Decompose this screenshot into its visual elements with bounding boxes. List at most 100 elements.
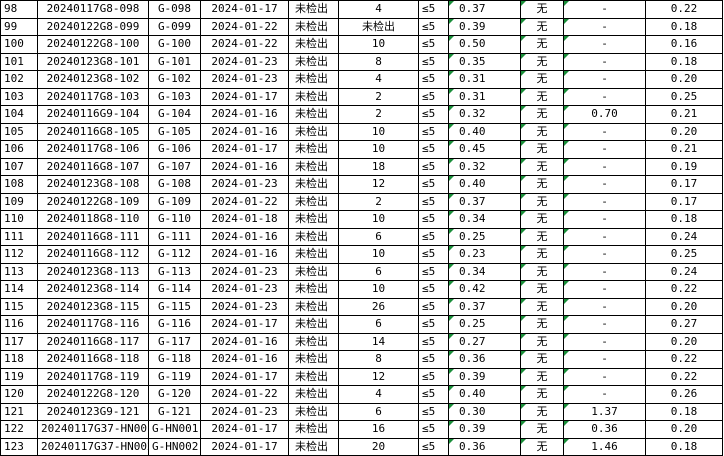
sample-id[interactable]: 20240122G8-100 (37, 35, 149, 54)
extra-measure[interactable]: - (563, 17, 646, 36)
sample-code[interactable]: G-104 (148, 105, 201, 124)
presence[interactable]: 无 (520, 122, 564, 141)
extra-measure[interactable]: - (563, 0, 646, 19)
measure[interactable]: 0.23 (448, 245, 521, 264)
date[interactable]: 2024-01-16 (200, 245, 289, 264)
date[interactable]: 2024-01-23 (200, 262, 289, 281)
result[interactable]: 未检出 (288, 70, 339, 89)
row-number[interactable]: 108 (0, 175, 38, 194)
limit[interactable]: ≤5 (418, 70, 449, 89)
limit[interactable]: ≤5 (418, 157, 449, 176)
count[interactable]: 10 (338, 280, 419, 299)
sample-code[interactable]: G-108 (148, 175, 201, 194)
sample-id[interactable]: 20240123G8-115 (37, 297, 149, 316)
row-number[interactable]: 114 (0, 280, 38, 299)
sample-id[interactable]: 20240123G8-114 (37, 280, 149, 299)
measure[interactable]: 0.37 (448, 0, 521, 19)
result[interactable]: 未检出 (288, 367, 339, 386)
row-number[interactable]: 104 (0, 105, 38, 124)
sample-code[interactable]: G-121 (148, 402, 201, 421)
limit[interactable]: ≤5 (418, 122, 449, 141)
sample-code[interactable]: G-HN001 (148, 420, 201, 439)
row-number[interactable]: 100 (0, 35, 38, 54)
limit[interactable]: ≤5 (418, 385, 449, 404)
count[interactable]: 未检出 (338, 17, 419, 36)
sample-code[interactable]: G-HN002 (148, 437, 201, 456)
count[interactable]: 6 (338, 402, 419, 421)
presence[interactable]: 无 (520, 437, 564, 456)
date[interactable]: 2024-01-22 (200, 35, 289, 54)
limit[interactable]: ≤5 (418, 437, 449, 456)
measure[interactable]: 0.32 (448, 105, 521, 124)
presence[interactable]: 无 (520, 227, 564, 246)
date[interactable]: 2024-01-22 (200, 17, 289, 36)
extra-measure[interactable]: - (563, 227, 646, 246)
sample-id[interactable]: 20240116G8-118 (37, 350, 149, 369)
row-number[interactable]: 116 (0, 315, 38, 334)
date[interactable]: 2024-01-22 (200, 385, 289, 404)
row-number[interactable]: 110 (0, 210, 38, 229)
presence[interactable]: 无 (520, 385, 564, 404)
presence[interactable]: 无 (520, 367, 564, 386)
date[interactable]: 2024-01-17 (200, 437, 289, 456)
row-number[interactable]: 122 (0, 420, 38, 439)
presence[interactable]: 无 (520, 35, 564, 54)
date[interactable]: 2024-01-16 (200, 105, 289, 124)
sample-id[interactable]: 20240117G8-098 (37, 0, 149, 19)
count[interactable]: 14 (338, 332, 419, 351)
ratio[interactable]: 0.24 (645, 227, 723, 246)
measure[interactable]: 0.39 (448, 17, 521, 36)
measure[interactable]: 0.31 (448, 87, 521, 106)
measure[interactable]: 0.37 (448, 297, 521, 316)
presence[interactable]: 无 (520, 262, 564, 281)
sample-id[interactable]: 20240123G8-113 (37, 262, 149, 281)
measure[interactable]: 0.34 (448, 210, 521, 229)
date[interactable]: 2024-01-17 (200, 0, 289, 19)
limit[interactable]: ≤5 (418, 350, 449, 369)
sample-code[interactable]: G-115 (148, 297, 201, 316)
count[interactable]: 4 (338, 70, 419, 89)
count[interactable]: 18 (338, 157, 419, 176)
limit[interactable]: ≤5 (418, 245, 449, 264)
count[interactable]: 16 (338, 420, 419, 439)
sample-id[interactable]: 20240123G8-102 (37, 70, 149, 89)
sample-code[interactable]: G-106 (148, 140, 201, 159)
result[interactable]: 未检出 (288, 315, 339, 334)
limit[interactable]: ≤5 (418, 262, 449, 281)
result[interactable]: 未检出 (288, 192, 339, 211)
row-number[interactable]: 112 (0, 245, 38, 264)
sample-code[interactable]: G-114 (148, 280, 201, 299)
extra-measure[interactable]: - (563, 332, 646, 351)
result[interactable]: 未检出 (288, 52, 339, 71)
result[interactable]: 未检出 (288, 332, 339, 351)
count[interactable]: 2 (338, 87, 419, 106)
sample-id[interactable]: 20240116G8-111 (37, 227, 149, 246)
presence[interactable]: 无 (520, 157, 564, 176)
date[interactable]: 2024-01-17 (200, 140, 289, 159)
measure[interactable]: 0.40 (448, 385, 521, 404)
count[interactable]: 6 (338, 315, 419, 334)
limit[interactable]: ≤5 (418, 402, 449, 421)
result[interactable]: 未检出 (288, 157, 339, 176)
date[interactable]: 2024-01-17 (200, 367, 289, 386)
extra-measure[interactable]: - (563, 140, 646, 159)
presence[interactable]: 无 (520, 280, 564, 299)
presence[interactable]: 无 (520, 210, 564, 229)
row-number[interactable]: 117 (0, 332, 38, 351)
date[interactable]: 2024-01-18 (200, 210, 289, 229)
measure[interactable]: 0.36 (448, 437, 521, 456)
limit[interactable]: ≤5 (418, 17, 449, 36)
result[interactable]: 未检出 (288, 350, 339, 369)
limit[interactable]: ≤5 (418, 420, 449, 439)
date[interactable]: 2024-01-23 (200, 297, 289, 316)
extra-measure[interactable]: - (563, 70, 646, 89)
sample-code[interactable]: G-118 (148, 350, 201, 369)
count[interactable]: 10 (338, 245, 419, 264)
extra-measure[interactable]: - (563, 87, 646, 106)
ratio[interactable]: 0.25 (645, 245, 723, 264)
ratio[interactable]: 0.20 (645, 122, 723, 141)
sample-id[interactable]: 20240122G8-099 (37, 17, 149, 36)
limit[interactable]: ≤5 (418, 367, 449, 386)
presence[interactable]: 无 (520, 332, 564, 351)
date[interactable]: 2024-01-16 (200, 157, 289, 176)
